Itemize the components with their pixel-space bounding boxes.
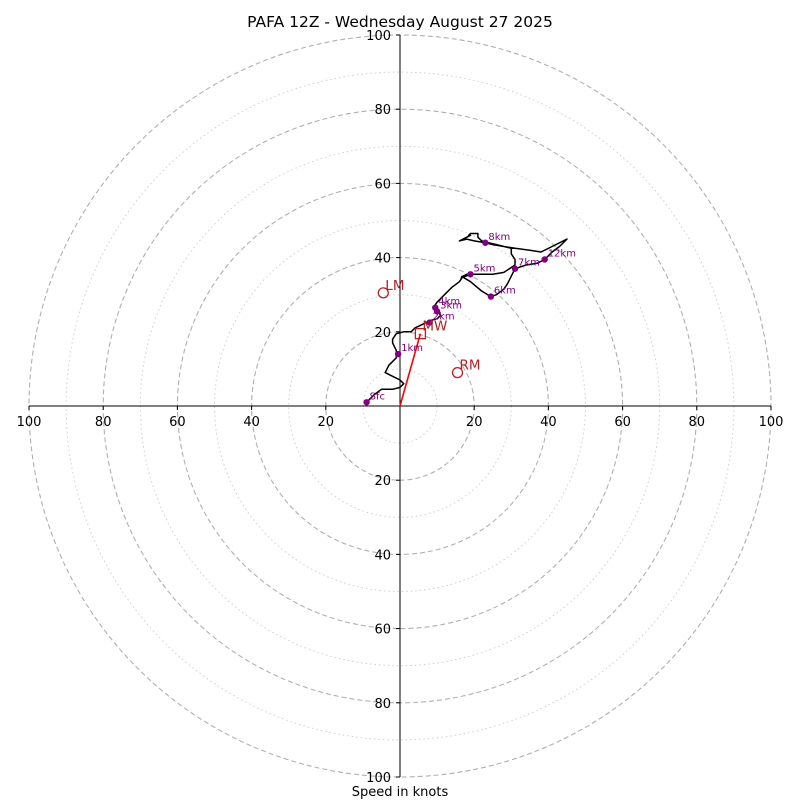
chart-title: PAFA 12Z - Wednesday August 27 2025: [247, 13, 553, 31]
height-marker-point: [363, 399, 370, 406]
y-tick-label: 20: [374, 326, 391, 341]
x-tick-label: 80: [95, 415, 112, 430]
y-tick-label: 80: [374, 697, 391, 712]
height-marker-label: 1km: [401, 343, 423, 354]
y-tick-label: 40: [374, 548, 391, 563]
height-marker-label: 12km: [548, 248, 576, 259]
height-marker-point: [426, 319, 433, 326]
x-tick-label: 80: [689, 415, 706, 430]
height-marker-label: 3km: [440, 300, 462, 311]
x-tick-label: 40: [243, 415, 260, 430]
y-tick-label: 80: [374, 103, 391, 118]
x-tick-label: 100: [759, 415, 784, 430]
height-marker-label: Sfc: [370, 391, 385, 402]
height-marker-point: [541, 256, 548, 263]
height-marker-point: [487, 293, 495, 300]
y-tick-label: 20: [374, 474, 391, 489]
x-tick-label: 60: [169, 415, 186, 430]
height-marker-label: 7km: [518, 258, 540, 269]
height-marker-point: [482, 239, 489, 246]
y-tick-label: 100: [366, 29, 391, 44]
y-tick-label: 60: [374, 177, 391, 192]
height-marker-label: 8km: [488, 232, 510, 243]
y-tick-label: 100: [366, 771, 391, 786]
height-marker-label: 6km: [494, 286, 516, 297]
height-marker-point: [432, 304, 439, 311]
hodograph-trace: [366, 232, 568, 403]
x-tick-label: 40: [540, 415, 557, 430]
height-marker-label: 2km: [433, 312, 455, 323]
x-tick-label: 20: [466, 415, 483, 430]
storm-motion-label: MW: [422, 319, 447, 335]
height-marker-label: 4km: [438, 297, 460, 308]
y-tick-label: 40: [374, 252, 391, 267]
height-marker-point: [511, 265, 519, 272]
storm-motion-marker: [377, 287, 389, 299]
storm-motion-label: RM: [460, 358, 481, 374]
storm-motion-marker: [414, 328, 427, 340]
storm-motion-marker: [451, 366, 464, 379]
x-tick-label: 60: [614, 415, 631, 430]
storm-motion-label: LM: [385, 278, 404, 294]
height-marker-point: [394, 350, 402, 358]
x-tick-label: 100: [17, 415, 42, 430]
y-tick-label: 60: [374, 623, 391, 638]
height-marker-point: [467, 271, 474, 278]
x-tick-label: 20: [318, 415, 335, 430]
x-axis-label: Speed in knots: [352, 785, 449, 800]
mean-wind-vector: [399, 333, 422, 407]
height-marker-label: 5km: [473, 263, 495, 274]
